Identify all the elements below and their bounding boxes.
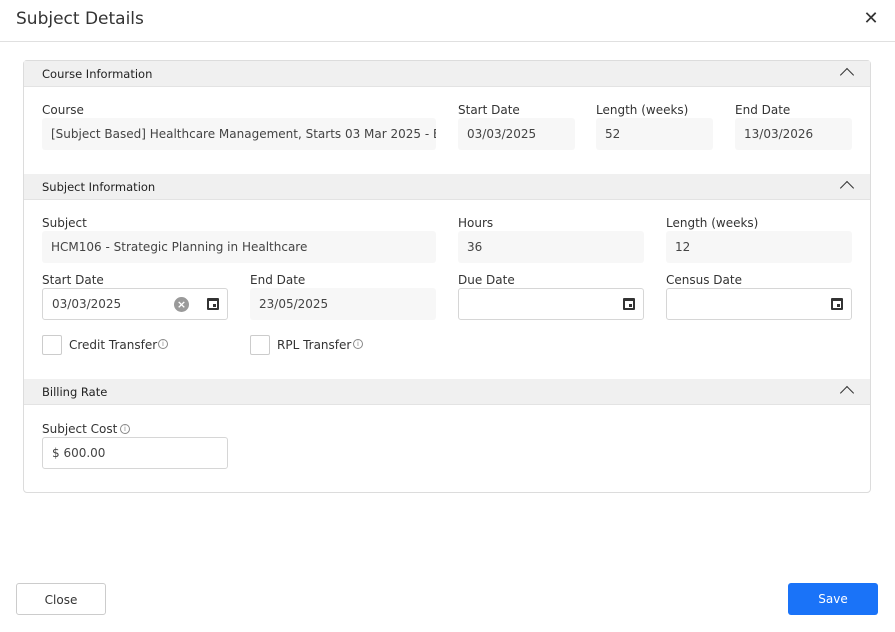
- due-date-input[interactable]: [458, 288, 644, 320]
- rpl-transfer-label: RPL Transfer: [277, 338, 352, 352]
- save-button[interactable]: Save: [788, 583, 878, 615]
- info-icon[interactable]: i: [353, 339, 363, 349]
- subject-end-label: End Date: [250, 273, 306, 287]
- credit-transfer-label: Credit Transfer: [69, 338, 158, 352]
- details-panel: [23, 60, 871, 493]
- subject-cost-label: Subject Cost: [42, 422, 118, 436]
- hours-label: Hours: [458, 216, 494, 230]
- section-subject-information[interactable]: Subject Information: [24, 174, 870, 200]
- subject-end-field: 23/05/2025: [250, 288, 436, 320]
- census-date-input[interactable]: [666, 288, 852, 320]
- course-length-label: Length (weeks): [596, 103, 689, 117]
- chevron-up-icon[interactable]: [839, 180, 855, 196]
- course-length-field: 52: [596, 118, 713, 150]
- section-title: Course Information: [42, 67, 153, 81]
- course-start-label: Start Date: [458, 103, 520, 117]
- close-icon[interactable]: ✕: [863, 8, 879, 29]
- dialog-title: Subject Details: [16, 9, 144, 29]
- divider: [0, 41, 895, 42]
- subject-label: Subject: [42, 216, 87, 230]
- close-button[interactable]: Close: [16, 583, 106, 615]
- subject-start-date-input[interactable]: 03/03/2025 ×: [42, 288, 228, 320]
- subject-length-field: 12: [666, 231, 852, 263]
- section-course-information[interactable]: Course Information: [24, 61, 870, 87]
- subject-cost-input[interactable]: $ 600.00: [42, 437, 228, 469]
- chevron-up-icon[interactable]: [839, 385, 855, 401]
- course-field: [Subject Based] Healthcare Management, S…: [42, 118, 436, 150]
- section-title: Billing Rate: [42, 385, 108, 399]
- subject-length-label: Length (weeks): [666, 216, 759, 230]
- course-end-field: 13/03/2026: [735, 118, 852, 150]
- subject-field: HCM106 - Strategic Planning in Healthcar…: [42, 231, 436, 263]
- calendar-icon[interactable]: [831, 298, 843, 310]
- start-date-value: 03/03/2025: [52, 297, 122, 311]
- hours-field: 36: [458, 231, 644, 263]
- due-date-label: Due Date: [458, 273, 515, 287]
- course-label: Course: [42, 103, 84, 117]
- rpl-transfer-checkbox[interactable]: [250, 335, 270, 355]
- course-start-field: 03/03/2025: [458, 118, 575, 150]
- section-title: Subject Information: [42, 180, 156, 194]
- course-end-label: End Date: [735, 103, 791, 117]
- calendar-icon[interactable]: [207, 298, 219, 310]
- info-icon[interactable]: i: [158, 339, 168, 349]
- census-date-label: Census Date: [666, 273, 742, 287]
- chevron-up-icon[interactable]: [839, 67, 855, 83]
- credit-transfer-checkbox[interactable]: [42, 335, 62, 355]
- subject-start-label: Start Date: [42, 273, 104, 287]
- clear-icon[interactable]: ×: [174, 297, 189, 312]
- info-icon[interactable]: i: [120, 424, 130, 434]
- calendar-icon[interactable]: [623, 298, 635, 310]
- section-billing-rate[interactable]: Billing Rate: [24, 379, 870, 405]
